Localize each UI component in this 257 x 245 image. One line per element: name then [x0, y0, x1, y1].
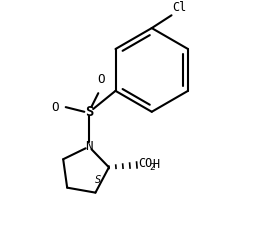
Text: 2: 2	[150, 163, 155, 172]
Text: CO: CO	[138, 157, 152, 170]
Text: S: S	[94, 175, 101, 185]
Text: H: H	[152, 158, 159, 171]
Text: Cl: Cl	[173, 1, 187, 14]
Text: O: O	[51, 101, 59, 114]
Text: O: O	[97, 73, 104, 86]
Text: S: S	[85, 105, 93, 119]
Text: N: N	[85, 140, 93, 153]
